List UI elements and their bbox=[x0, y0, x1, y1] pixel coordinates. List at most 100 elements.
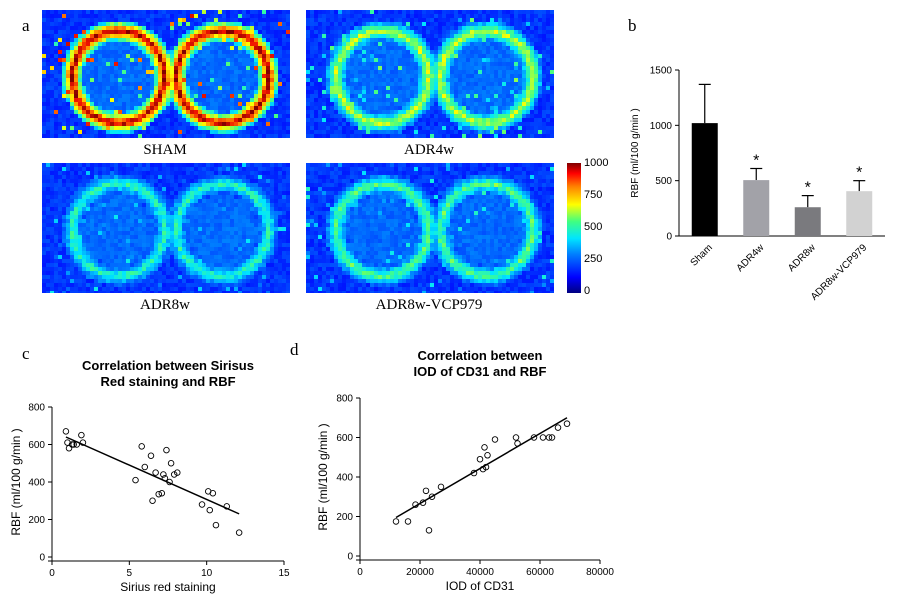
heatmap-cell bbox=[138, 66, 142, 70]
heatmap-cell bbox=[222, 118, 226, 122]
heatmap-cell bbox=[358, 98, 362, 102]
heatmap-cell bbox=[126, 102, 130, 106]
heatmap-cell bbox=[134, 90, 138, 94]
heatmap-cell bbox=[134, 26, 138, 30]
heatmap-cell bbox=[274, 203, 278, 207]
heatmap-cell bbox=[498, 86, 502, 90]
heatmap-cell bbox=[414, 106, 418, 110]
heatmap-cell bbox=[186, 130, 190, 134]
heatmap-cell bbox=[206, 167, 210, 171]
heatmap-cell bbox=[146, 66, 150, 70]
heatmap-cell bbox=[94, 90, 98, 94]
heatmap-cell bbox=[166, 175, 170, 179]
heatmap-cell bbox=[546, 62, 550, 66]
heatmap-cell bbox=[278, 110, 282, 114]
heatmap-cell bbox=[142, 167, 146, 171]
heatmap-cell bbox=[530, 58, 534, 62]
heatmap-cell bbox=[534, 42, 538, 46]
heatmap-cell bbox=[102, 26, 106, 30]
heatmap-cell bbox=[410, 46, 414, 50]
heatmap-cell bbox=[314, 46, 318, 50]
heatmap-cell bbox=[254, 199, 258, 203]
heatmap-cell bbox=[478, 86, 482, 90]
heatmap-cell bbox=[342, 66, 346, 70]
heatmap-cell bbox=[98, 130, 102, 134]
heatmap-cell bbox=[242, 70, 246, 74]
heatmap-cell bbox=[330, 58, 334, 62]
heatmap-cell bbox=[202, 130, 206, 134]
heatmap-cell bbox=[178, 203, 182, 207]
heatmap-cell bbox=[518, 94, 522, 98]
heatmap-cell bbox=[54, 122, 58, 126]
heatmap-cell bbox=[510, 50, 514, 54]
heatmap-cell bbox=[482, 10, 486, 14]
heatmap-cell bbox=[182, 114, 186, 118]
heatmap-cell bbox=[386, 54, 390, 58]
heatmap-cell bbox=[494, 34, 498, 38]
heatmap-cell bbox=[186, 30, 190, 34]
heatmap-cell bbox=[94, 82, 98, 86]
heatmap-cell bbox=[406, 110, 410, 114]
heatmap-cell bbox=[466, 90, 470, 94]
heatmap-cell bbox=[190, 118, 194, 122]
heatmap-cell bbox=[418, 50, 422, 54]
heatmap-cell bbox=[186, 22, 190, 26]
heatmap-cell bbox=[154, 78, 158, 82]
heatmap-cell bbox=[446, 70, 450, 74]
heatmap-cell bbox=[150, 42, 154, 46]
heatmap-cell bbox=[530, 102, 534, 106]
heatmap-cell bbox=[214, 18, 218, 22]
heatmap-cell bbox=[134, 46, 138, 50]
heatmap-cell bbox=[142, 199, 146, 203]
heatmap-cell bbox=[142, 22, 146, 26]
heatmap-cell bbox=[502, 98, 506, 102]
heatmap-cell bbox=[330, 106, 334, 110]
heatmap-cell bbox=[170, 42, 174, 46]
heatmap-cell bbox=[82, 50, 86, 54]
heatmap-cell bbox=[94, 118, 98, 122]
heatmap-cell bbox=[410, 14, 414, 18]
heatmap-cell bbox=[430, 106, 434, 110]
heatmap-cell bbox=[346, 126, 350, 130]
heatmap-cell bbox=[310, 94, 314, 98]
heatmap-cell bbox=[538, 22, 542, 26]
heatmap-cell bbox=[206, 122, 210, 126]
heatmap-cell bbox=[86, 58, 90, 62]
heatmap-cell bbox=[346, 50, 350, 54]
heatmap-cell bbox=[234, 187, 238, 191]
heatmap-cell bbox=[198, 122, 202, 126]
heatmap-cell bbox=[106, 199, 110, 203]
heatmap-cell bbox=[178, 191, 182, 195]
heatmap-cell bbox=[286, 82, 290, 86]
heatmap-cell bbox=[166, 22, 170, 26]
heatmap-cell bbox=[66, 94, 70, 98]
heatmap-cell bbox=[86, 134, 90, 138]
heatmap-cell bbox=[394, 22, 398, 26]
heatmap-cell bbox=[206, 106, 210, 110]
heatmap-cell bbox=[402, 86, 406, 90]
heatmap-cell bbox=[458, 10, 462, 14]
heatmap-cell bbox=[230, 110, 234, 114]
heatmap-cell bbox=[498, 38, 502, 42]
heatmap-cell bbox=[462, 38, 466, 42]
heatmap-cell bbox=[326, 58, 330, 62]
heatmap-cell bbox=[542, 122, 546, 126]
heatmap-cell bbox=[218, 46, 222, 50]
heatmap-cell bbox=[422, 46, 426, 50]
heatmap-cell bbox=[186, 179, 190, 183]
heatmap-cell bbox=[42, 86, 46, 90]
heatmap-cell bbox=[226, 18, 230, 22]
heatmap-cell bbox=[218, 215, 222, 219]
heatmap-cell bbox=[354, 98, 358, 102]
heatmap-cell bbox=[454, 14, 458, 18]
heatmap-cell bbox=[450, 58, 454, 62]
heatmap-cell bbox=[254, 42, 258, 46]
heatmap-cell bbox=[194, 70, 198, 74]
heatmap-cell bbox=[90, 102, 94, 106]
heatmap-cell bbox=[138, 163, 142, 167]
heatmap-cell bbox=[274, 114, 278, 118]
heatmap-cell bbox=[458, 86, 462, 90]
heatmap-cell bbox=[226, 78, 230, 82]
heatmap-cell bbox=[382, 66, 386, 70]
heatmap-cell bbox=[202, 195, 206, 199]
